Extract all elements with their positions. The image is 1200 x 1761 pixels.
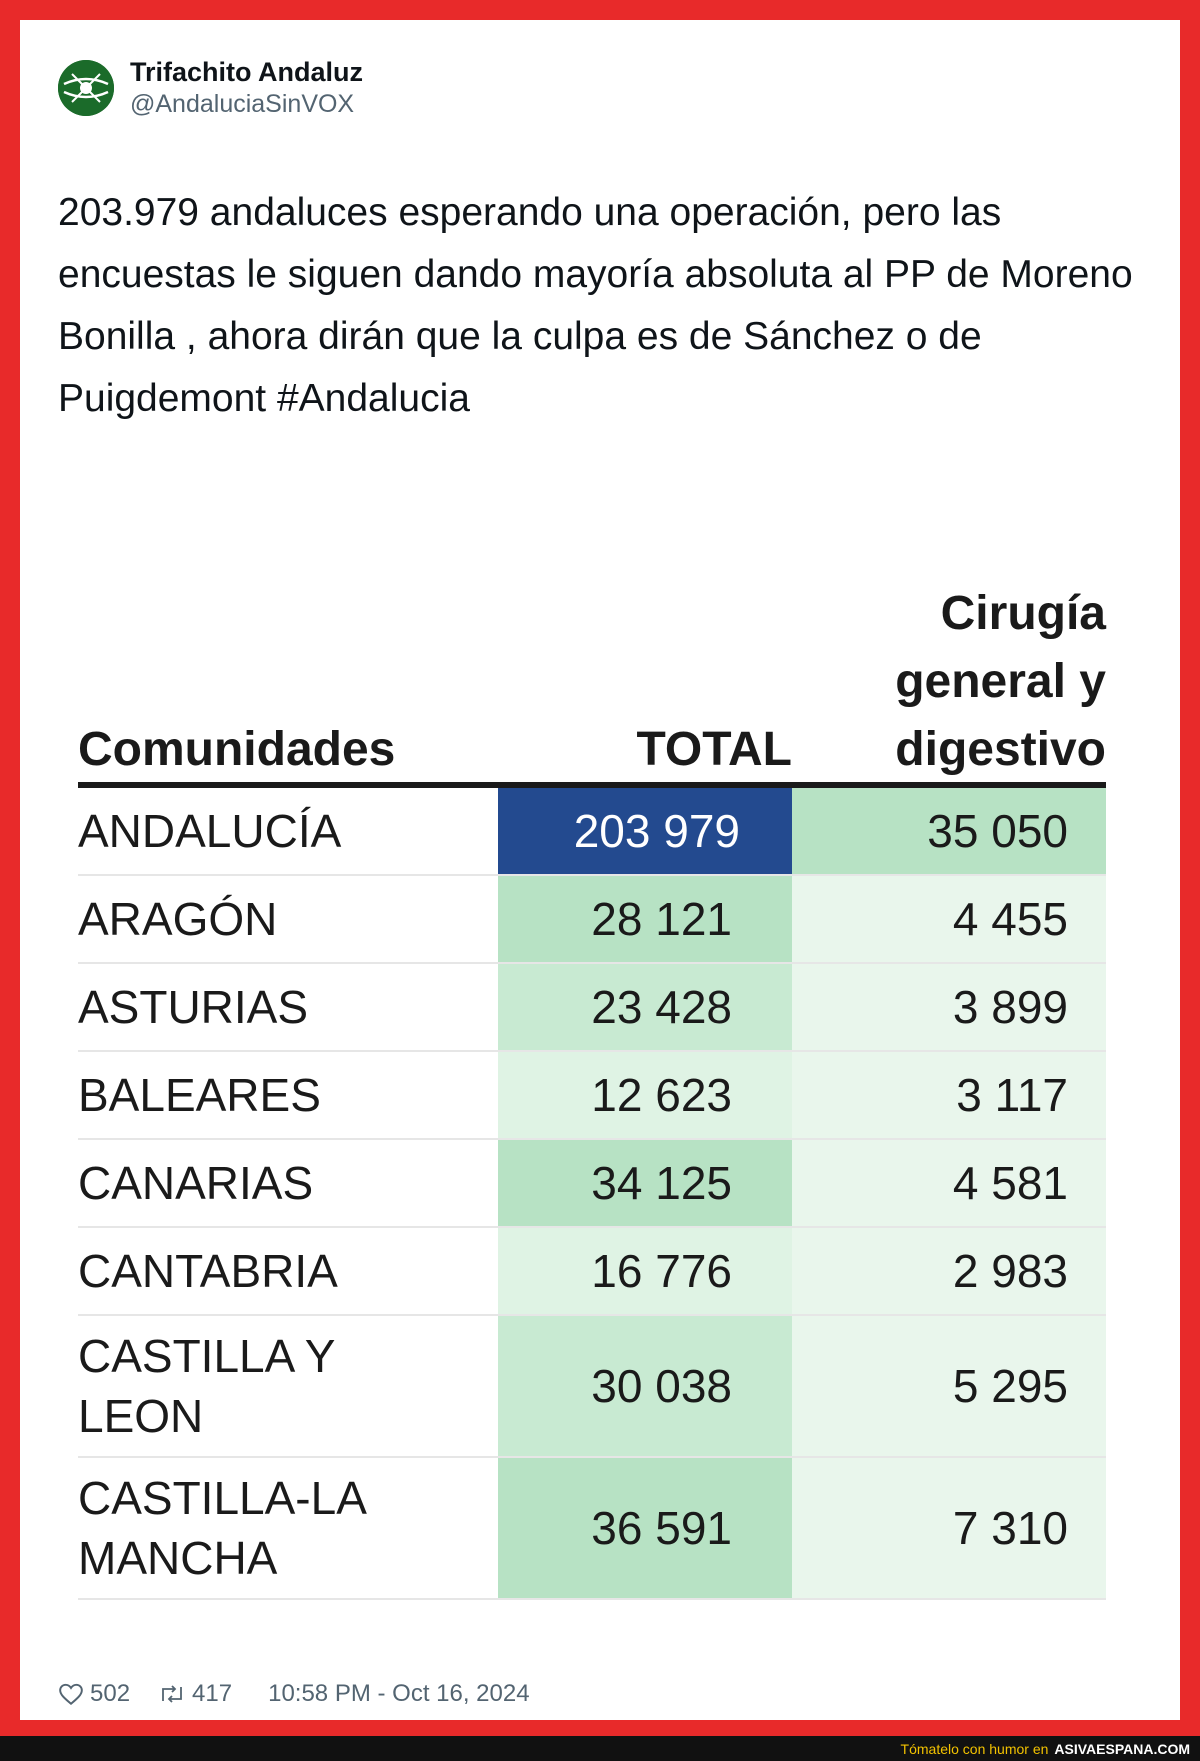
row-comunidad: CASTILLA-LA MANCHA (78, 1458, 498, 1600)
header-cirugia: Cirugía general y digestivo (895, 587, 1106, 776)
row-total: 30 038 (498, 1316, 792, 1458)
row-cirugia: 7 310 (792, 1458, 1106, 1600)
row-total: 23 428 (498, 964, 792, 1052)
header-total: TOTAL (636, 723, 792, 776)
row-cirugia: 3 899 (792, 964, 1106, 1052)
row-total: 34 125 (498, 1140, 792, 1228)
author-handle[interactable]: @AndaluciaSinVOX (130, 90, 355, 118)
table-row: CANTABRIA 16 776 2 983 (78, 1228, 1106, 1316)
retweet-count: 417 (192, 1680, 233, 1707)
watermark-bar: Tómatelo con humor en ASIVAESPANA.COM (0, 1736, 1200, 1761)
table-row: CANARIAS 34 125 4 581 (78, 1140, 1106, 1228)
row-cirugia: 4 455 (792, 876, 1106, 964)
avatar[interactable] (58, 60, 114, 116)
row-total: 36 591 (498, 1458, 792, 1600)
tweet-actions: 502 417 10:58 PM - Oct 16, 2024 (58, 1680, 530, 1708)
waiting-list-table-image[interactable]: Comunidades TOTAL Cirugía general y dige… (78, 540, 1108, 1665)
retweet-button[interactable]: 417 (158, 1680, 232, 1708)
row-comunidad: CASTILLA Y LEON (78, 1316, 498, 1458)
watermark-text: Tómatelo con humor en (900, 1740, 1049, 1757)
table-row: ARAGÓN 28 121 4 455 (78, 876, 1106, 964)
row-comunidad: ANDALUCÍA (78, 788, 498, 876)
row-cirugia: 3 117 (792, 1052, 1106, 1140)
watermark-site[interactable]: ASIVAESPANA.COM (1054, 1740, 1190, 1757)
author-display-name[interactable]: Trifachito Andaluz (130, 57, 364, 87)
tweet-author[interactable]: Trifachito Andaluz @AndaluciaSinVOX (58, 56, 363, 120)
row-total: 16 776 (498, 1228, 792, 1316)
avatar-emblem-icon (58, 60, 114, 116)
table-row: CASTILLA Y LEON 30 038 5 295 (78, 1316, 1106, 1458)
row-cirugia: 2 983 (792, 1228, 1106, 1316)
row-comunidad: CANTABRIA (78, 1228, 498, 1316)
like-count: 502 (90, 1680, 131, 1707)
tweet-text: 203.979 andaluces esperando una operació… (58, 191, 1133, 420)
table-row: ANDALUCÍA 203 979 35 050 (78, 788, 1106, 876)
table-row: CASTILLA-LA MANCHA 36 591 7 310 (78, 1458, 1106, 1600)
row-comunidad: ARAGÓN (78, 876, 498, 964)
row-total: 28 121 (498, 876, 792, 964)
tweet-timestamp[interactable]: 10:58 PM - Oct 16, 2024 (268, 1680, 530, 1707)
table-row: ASTURIAS 23 428 3 899 (78, 964, 1106, 1052)
heart-icon (59, 1683, 83, 1706)
row-total: 203 979 (498, 788, 792, 876)
table-row: BALEARES 12 623 3 117 (78, 1052, 1106, 1140)
row-comunidad: CANARIAS (78, 1140, 498, 1228)
like-button[interactable]: 502 (58, 1680, 130, 1708)
retweet-icon (162, 1685, 182, 1703)
row-comunidad: BALEARES (78, 1052, 498, 1140)
row-comunidad: ASTURIAS (78, 964, 498, 1052)
row-total: 12 623 (498, 1052, 792, 1140)
row-cirugia: 5 295 (792, 1316, 1106, 1458)
row-cirugia: 35 050 (792, 788, 1106, 876)
header-divider (78, 782, 1106, 788)
row-cirugia: 4 581 (792, 1140, 1106, 1228)
header-comunidades: Comunidades (78, 723, 396, 776)
tweet-card: Trifachito Andaluz @AndaluciaSinVOX 203.… (20, 20, 1180, 1720)
